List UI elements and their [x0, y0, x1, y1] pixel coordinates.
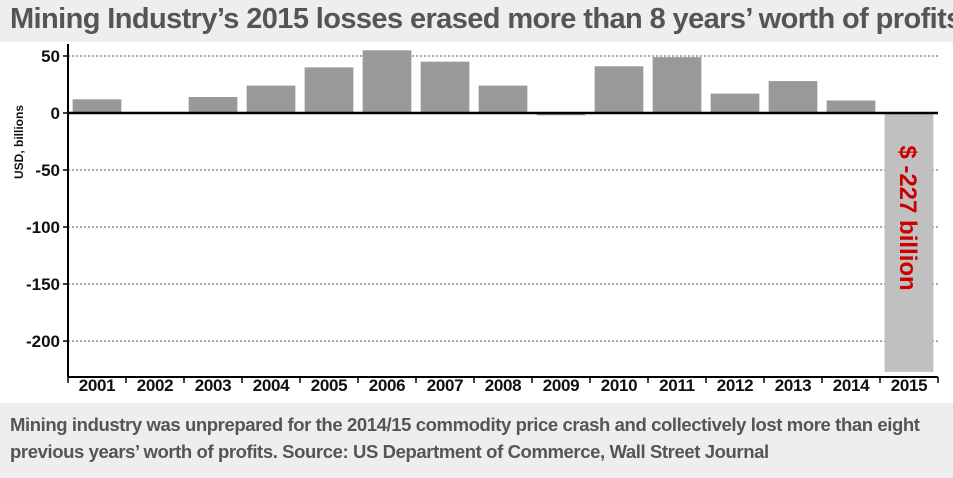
- x-tick-label: 2014: [833, 376, 870, 395]
- bar-2008: [478, 85, 528, 113]
- bar-2013: [768, 81, 818, 113]
- y-tick-label: -100: [26, 218, 60, 237]
- y-axis-label: USD, billions: [12, 105, 26, 179]
- bar-2011: [652, 57, 702, 113]
- x-tick-label: 2007: [427, 376, 464, 395]
- bar-2004: [246, 85, 296, 113]
- y-tick-label: 50: [41, 47, 60, 66]
- x-tick-label: 2003: [195, 376, 232, 395]
- axes: [63, 44, 939, 383]
- x-tick-label: 2005: [311, 376, 348, 395]
- x-tick-label: 2015: [891, 376, 928, 395]
- caption-bar: Mining industry was unprepared for the 2…: [0, 403, 953, 478]
- y-tick-label: -200: [26, 332, 60, 351]
- bar-2015: [884, 113, 934, 372]
- bar-2012: [710, 93, 760, 113]
- x-tick-label: 2008: [485, 376, 522, 395]
- bar-2001: [72, 99, 122, 113]
- gridlines: [68, 55, 938, 342]
- bar-2007: [420, 61, 470, 113]
- bars: [72, 50, 934, 372]
- x-tick-label: 2010: [601, 376, 638, 395]
- x-tick-label: 2002: [137, 376, 174, 395]
- bar-2003: [188, 97, 238, 113]
- x-tick-label: 2012: [717, 376, 754, 395]
- x-tick-label: 2013: [775, 376, 812, 395]
- x-tick-labels: 2001 2002 2003 2004 2005 2006 2007 2008 2009 2010…: [79, 376, 928, 395]
- bar-2006: [362, 50, 412, 113]
- bar-annotation-2015: $ -227 billion: [894, 145, 921, 290]
- y-tick-label: -150: [26, 275, 60, 294]
- x-tick-label: 2004: [253, 376, 290, 395]
- x-tick-label: 2006: [369, 376, 406, 395]
- y-tick-label: -50: [35, 161, 60, 180]
- x-tick-label: 2009: [543, 376, 580, 395]
- bar-chart: 500-50-100-150-200 2001 2002 2003 2004 2005 2…: [12, 44, 939, 395]
- x-tick-label: 2011: [659, 376, 695, 395]
- chart-title: Mining Industry’s 2015 losses erased mor…: [10, 3, 953, 35]
- y-tick-label: 0: [51, 104, 60, 123]
- x-tick-label: 2001: [79, 376, 116, 395]
- y-tick-labels: 50 0 -50 -100 -150 -200: [26, 47, 60, 351]
- bar-2005: [304, 67, 354, 113]
- bar-2010: [594, 66, 644, 113]
- title-bar: Mining Industry’s 2015 losses erased mor…: [0, 0, 953, 42]
- bar-2014: [826, 100, 876, 113]
- chart-caption: Mining industry was unprepared for the 2…: [10, 414, 920, 462]
